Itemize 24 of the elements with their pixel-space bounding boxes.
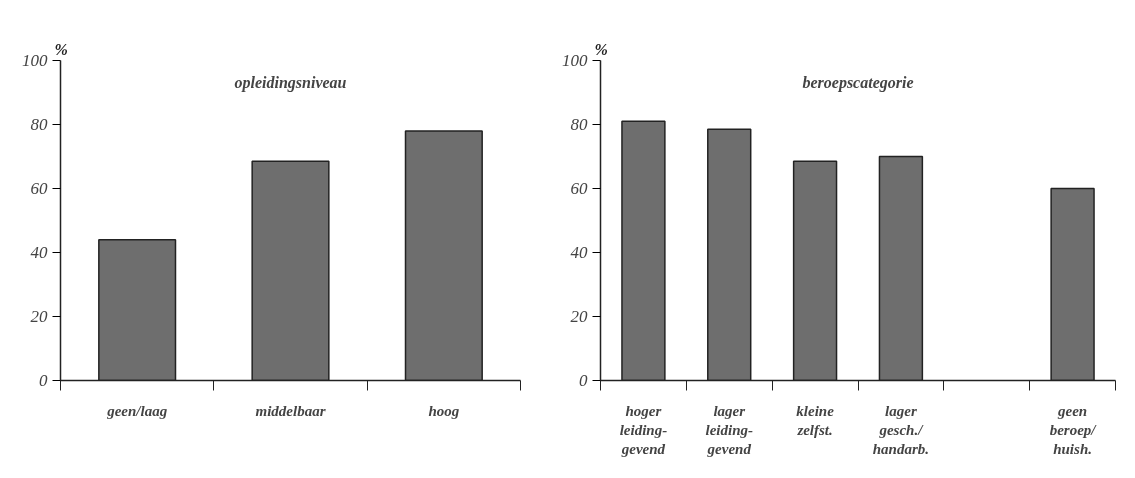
y-tick-label: 60 — [30, 179, 48, 198]
x-tick-label: middelbaar — [255, 402, 326, 419]
y-tick-label: 80 — [30, 115, 48, 134]
x-tick-label: lager leiding- gevend — [705, 402, 753, 457]
text: beroepscategorie — [802, 73, 914, 92]
y-tick-label: 80 — [570, 115, 588, 134]
y-tick-label: 40 — [30, 243, 48, 262]
y-tick-label: 100 — [22, 51, 48, 70]
y-axis-title: % — [594, 40, 608, 58]
y-tick-label: 0 — [579, 371, 588, 390]
y-tick-label: 40 — [570, 243, 588, 262]
x-tick-label: lager gesch./ handarb. — [872, 402, 930, 457]
y-tick-label: 0 — [39, 371, 48, 390]
x-tick-label: hoog — [428, 402, 460, 419]
y-tick-label: 100 — [562, 51, 588, 70]
x-tick-label: kleine zelfst. — [796, 402, 835, 438]
y-tick-label: 60 — [570, 179, 588, 198]
x-tick-label: hoger leiding- gevend — [619, 402, 668, 457]
y-tick-label: 20 — [570, 307, 588, 326]
x-tick-label: geen/laag — [106, 402, 168, 419]
x-tick-label: geen beroep/ huish. — [1049, 402, 1098, 457]
text: opleidingsniveau — [234, 73, 347, 92]
y-tick-label: 20 — [30, 307, 48, 326]
y-axis-title: % — [54, 40, 68, 58]
